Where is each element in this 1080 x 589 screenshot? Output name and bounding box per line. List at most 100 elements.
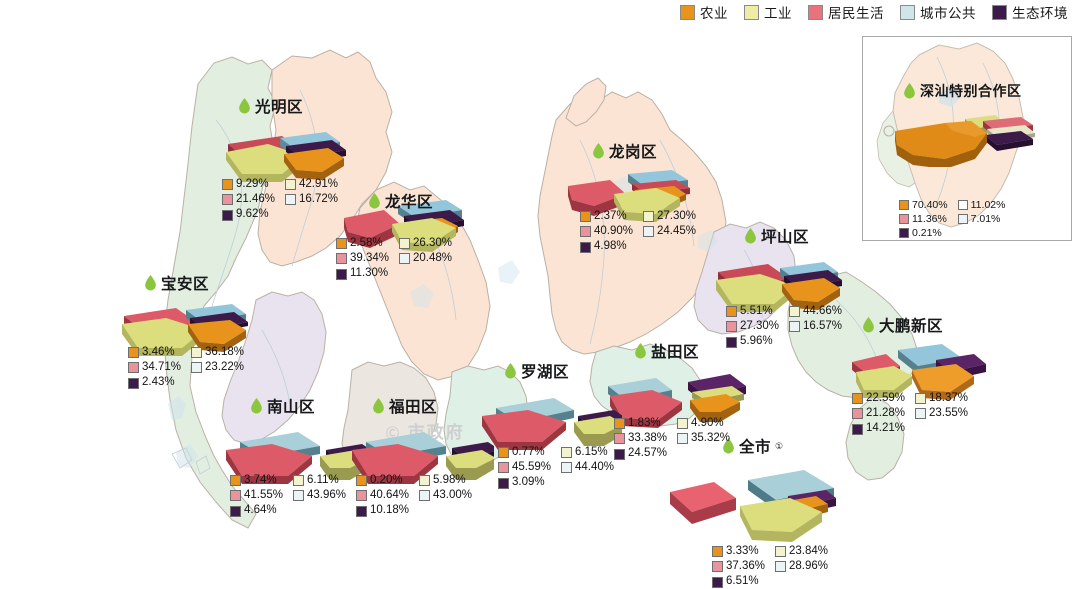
legend-entry-agriculture: 0.20% — [356, 474, 409, 487]
legend-entry-industry: 6.15% — [561, 446, 614, 459]
district-label-futian: 福田区 — [372, 395, 437, 417]
legend-item-industry[interactable]: 工业 — [744, 2, 792, 22]
color-swatch-icon — [992, 4, 1007, 20]
legend-label: 居民生活 — [828, 6, 884, 21]
color-swatch-icon — [356, 490, 367, 502]
district-label-shenshan: 深汕特别合作区 — [903, 81, 1022, 101]
legend-entry-industry: 23.84% — [775, 545, 828, 558]
legend-label: 生态环境 — [1012, 6, 1068, 21]
color-swatch-icon — [957, 214, 968, 225]
water-drop-icon — [745, 228, 756, 244]
district-name: 龙华区 — [385, 194, 434, 211]
color-swatch-icon — [222, 179, 233, 191]
legend-entry-urban-public: 43.96% — [293, 489, 346, 502]
legend-entry-ecology: 9.62% — [222, 208, 275, 221]
color-swatch-icon — [852, 408, 863, 420]
color-swatch-icon — [789, 321, 801, 333]
district-label-luohu: 罗湖区 — [504, 360, 569, 382]
legend-entry-agriculture: 9.29% — [222, 178, 275, 191]
color-swatch-icon — [191, 362, 203, 374]
district-name: 坪山区 — [761, 229, 810, 246]
color-swatch-icon — [561, 462, 573, 474]
pie-legend-yantian: 1.83% 4.90% 33.38% 35.32% 24.57% — [614, 417, 730, 461]
legend-entry-industry: 27.30% — [643, 210, 696, 223]
color-swatch-icon — [128, 347, 139, 359]
legend-entry-industry: 42.91% — [285, 178, 338, 191]
top-legend: 农业 工业 居民生活 城市公共 生态环境 — [680, 2, 1068, 22]
legend-item-urban-public[interactable]: 城市公共 — [900, 2, 976, 22]
color-swatch-icon — [900, 4, 915, 20]
legend-label: 农业 — [700, 6, 728, 21]
district-name: 龙岗区 — [609, 144, 658, 161]
legend-entry-urban-public: 44.40% — [561, 461, 614, 474]
district-label-guangming: 光明区 — [238, 95, 303, 117]
legend-entry-urban-public: 16.57% — [789, 320, 842, 333]
color-swatch-icon — [419, 475, 431, 487]
water-drop-icon — [723, 438, 734, 454]
legend-entry-agriculture: 2.58% — [336, 237, 389, 250]
legend-entry-residential: 21.28% — [852, 407, 905, 420]
color-swatch-icon — [285, 194, 297, 206]
legend-entry-industry: 44.66% — [789, 305, 842, 318]
pie-legend-baoan: 3.46% 36.18% 34.71% 23.22% 2.43% — [128, 346, 244, 390]
color-swatch-icon — [222, 209, 233, 221]
color-swatch-icon — [356, 505, 367, 517]
district-name: 全市 — [739, 439, 772, 456]
legend-label: 城市公共 — [920, 6, 976, 21]
district-label-baoan: 宝安区 — [144, 272, 209, 294]
water-drop-icon — [863, 317, 874, 333]
legend-item-agriculture[interactable]: 农业 — [680, 2, 728, 22]
district-name: 盐田区 — [651, 344, 700, 361]
color-swatch-icon — [726, 321, 737, 333]
color-swatch-icon — [775, 561, 787, 573]
pie-chart-dapeng — [840, 336, 990, 408]
color-swatch-icon — [285, 179, 297, 191]
color-swatch-icon — [561, 447, 573, 459]
color-swatch-icon — [293, 475, 305, 487]
color-swatch-icon — [230, 505, 241, 517]
legend-entry-agriculture: 5.51% — [726, 305, 779, 318]
legend-item-residential[interactable]: 居民生活 — [808, 2, 884, 22]
color-swatch-icon — [680, 4, 695, 20]
legend-entry-residential: 45.59% — [498, 461, 551, 474]
legend-entry-urban-public: 28.96% — [775, 560, 828, 573]
color-swatch-icon — [222, 194, 233, 206]
legend-entry-residential: 33.38% — [614, 432, 667, 445]
color-swatch-icon — [852, 423, 863, 435]
color-swatch-icon — [899, 228, 909, 239]
color-swatch-icon — [808, 4, 823, 20]
legend-entry-residential: 40.90% — [580, 225, 633, 238]
legend-item-ecology[interactable]: 生态环境 — [992, 2, 1068, 22]
legend-entry-residential: 27.30% — [726, 320, 779, 333]
color-swatch-icon — [128, 362, 139, 374]
legend-entry-ecology: 4.64% — [230, 504, 283, 517]
color-swatch-icon — [498, 447, 509, 459]
color-swatch-icon — [128, 377, 139, 389]
color-swatch-icon — [775, 546, 787, 558]
pie-chart-pingshan — [706, 248, 856, 320]
color-swatch-icon — [712, 546, 723, 558]
color-swatch-icon — [498, 462, 509, 474]
color-swatch-icon — [899, 214, 909, 225]
water-drop-icon — [635, 343, 646, 359]
district-name: 宝安区 — [161, 276, 210, 293]
legend-entry-residential: 11.36% — [899, 213, 948, 225]
color-swatch-icon — [399, 238, 411, 250]
color-swatch-icon — [614, 418, 625, 430]
district-label-longgang: 龙岗区 — [592, 140, 657, 162]
pie-legend-guangming: 9.29% 42.91% 21.46% 16.72% 9.62% — [222, 178, 338, 222]
color-swatch-icon — [852, 393, 863, 405]
legend-entry-ecology: 14.21% — [852, 422, 905, 435]
legend-entry-agriculture: 22.59% — [852, 392, 905, 405]
water-drop-icon — [593, 143, 604, 159]
color-swatch-icon — [677, 433, 689, 445]
pie-legend-luohu: 0.77% 6.15% 45.59% 44.40% 3.09% — [498, 446, 614, 490]
legend-entry-industry: 11.02% — [957, 199, 1005, 211]
pie-legend-nanshan: 3.74% 6.11% 41.55% 43.96% 4.64% — [230, 474, 346, 518]
legend-entry-ecology: 10.18% — [356, 504, 409, 517]
pie-chart-yantian — [596, 362, 746, 438]
district-label-yantian: 盐田区 — [634, 340, 699, 362]
water-drop-icon — [369, 193, 380, 209]
color-swatch-icon — [336, 268, 347, 280]
